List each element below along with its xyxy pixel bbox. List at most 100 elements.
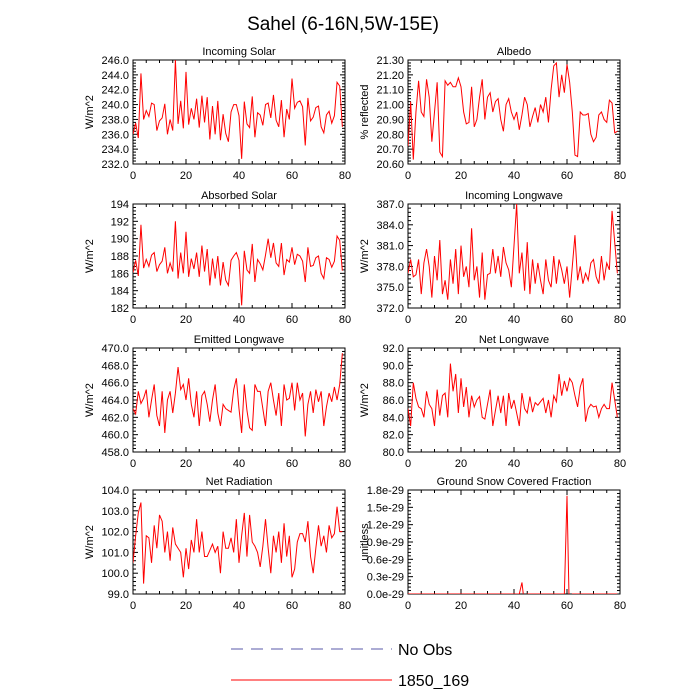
x-tick-label: 80	[614, 458, 626, 470]
plot-frame	[407, 203, 621, 309]
y-tick-label: 244.0	[101, 70, 129, 82]
x-tick-label: 20	[180, 314, 192, 326]
x-tick-label: 0	[405, 600, 411, 612]
y-axis-label: % reflected	[359, 84, 371, 139]
x-tick-label: 80	[339, 170, 351, 182]
y-tick-label: 20.80	[376, 129, 404, 141]
y-tick-label: 234.0	[101, 144, 129, 156]
y-tick-label: 470.0	[101, 343, 129, 355]
y-tick-label: 240.0	[101, 100, 129, 112]
y-tick-label: 462.0	[101, 412, 129, 424]
y-tick-label: 82.0	[383, 430, 404, 442]
panel-emitted-longwave: Emitted Longwave W/m^2 458.0 460.0 462.0 464.…	[84, 334, 351, 470]
x-tick-label: 60	[286, 458, 298, 470]
y-tick-label: 186	[111, 268, 129, 280]
y-tick-label: 378.0	[376, 261, 404, 273]
y-tick-label: 0.6e-29	[367, 554, 404, 566]
panel-net-longwave: Net Longwave W/m^2 80.0 82.0 84.0 86.0 88.0 90.…	[359, 334, 626, 470]
y-tick-label: 0.3e-29	[367, 572, 404, 584]
y-tick-label: 0.9e-29	[367, 537, 404, 549]
x-tick-label: 60	[561, 600, 573, 612]
series-line-1850-169	[133, 60, 343, 159]
y-tick-label: 84.0	[383, 412, 404, 424]
y-axis-label: W/m^2	[359, 239, 371, 273]
y-tick-label: 86.0	[383, 395, 404, 407]
x-tick-label: 0	[130, 458, 136, 470]
y-tick-label: 99.0	[108, 589, 129, 601]
x-tick-label: 20	[455, 170, 467, 182]
panel-net-radiation: Net Radiation W/m^2 99.0 100.0 101.0 102.0 103…	[84, 476, 351, 612]
x-tick-label: 20	[455, 458, 467, 470]
legend: No Obs 1850_169	[231, 642, 469, 690]
x-tick-label: 40	[233, 458, 245, 470]
x-tick-label: 80	[339, 458, 351, 470]
y-tick-label: 246.0	[101, 55, 129, 67]
y-tick-label: 21.20	[376, 70, 404, 82]
x-tick-label: 80	[614, 314, 626, 326]
panel-title: Incoming Solar	[202, 46, 276, 58]
y-tick-label: 238.0	[101, 114, 129, 126]
y-tick-label: 20.60	[376, 159, 404, 171]
y-tick-label: 80.0	[383, 447, 404, 459]
y-tick-label: 384.0	[376, 220, 404, 232]
x-tick-label: 0	[130, 600, 136, 612]
series-line-1850-169	[133, 353, 343, 437]
y-tick-label: 184	[111, 286, 129, 298]
x-tick-label: 0	[130, 314, 136, 326]
y-tick-label: 1.5e-29	[367, 502, 404, 514]
x-tick-label: 60	[561, 314, 573, 326]
x-tick-label: 80	[614, 600, 626, 612]
series-line-1850-169	[408, 204, 618, 300]
series-line-1850-169	[133, 221, 343, 306]
y-tick-label: 88.0	[383, 378, 404, 390]
y-tick-label: 468.0	[101, 360, 129, 372]
x-tick-label: 80	[339, 600, 351, 612]
y-tick-label: 1.8e-29	[367, 485, 404, 497]
panel-ground-snow-covered-fraction: Ground Snow Covered Fraction unitless 0.0e…	[359, 476, 626, 612]
series-line-1850-169	[133, 502, 343, 584]
y-tick-label: 232.0	[101, 159, 129, 171]
y-tick-label: 101.0	[101, 547, 129, 559]
x-tick-label: 60	[286, 600, 298, 612]
y-tick-label: 242.0	[101, 85, 129, 97]
x-tick-label: 0	[130, 170, 136, 182]
x-tick-label: 40	[233, 170, 245, 182]
panel-title: Incoming Longwave	[465, 190, 563, 202]
panel-albedo: Albedo % reflected 20.60 20.70 20.80 20.90 21.…	[359, 46, 626, 182]
y-tick-label: 194	[111, 199, 129, 211]
x-tick-label: 0	[405, 314, 411, 326]
y-tick-label: 0.0e-29	[367, 589, 404, 601]
x-tick-label: 40	[508, 314, 520, 326]
y-tick-label: 192	[111, 216, 129, 228]
panel-title: Emitted Longwave	[194, 334, 285, 346]
legend-label-no-obs: No Obs	[398, 642, 452, 659]
y-tick-label: 372.0	[376, 303, 404, 315]
x-tick-label: 20	[180, 170, 192, 182]
legend-label-1850-169: 1850_169	[398, 673, 469, 690]
y-tick-label: 381.0	[376, 241, 404, 253]
panel-title: Absorbed Solar	[201, 190, 277, 202]
x-tick-label: 40	[233, 600, 245, 612]
y-tick-label: 387.0	[376, 199, 404, 211]
y-tick-label: 103.0	[101, 506, 129, 518]
y-axis-label: W/m^2	[84, 95, 96, 129]
y-axis-label: unitless	[359, 523, 371, 561]
panel-incoming-solar: Incoming Solar W/m^2 232.0 234.0 236.0 238.0 2…	[84, 46, 351, 182]
y-tick-label: 102.0	[101, 527, 129, 539]
y-axis-label: W/m^2	[84, 239, 96, 273]
y-tick-label: 466.0	[101, 378, 129, 390]
plot-frame	[407, 489, 621, 595]
y-tick-label: 92.0	[383, 343, 404, 355]
panel-title: Albedo	[497, 46, 531, 58]
y-tick-label: 104.0	[101, 485, 129, 497]
y-tick-label: 100.0	[101, 568, 129, 580]
y-tick-label: 20.70	[376, 144, 404, 156]
y-tick-label: 90.0	[383, 360, 404, 372]
y-tick-label: 1.2e-29	[367, 520, 404, 532]
panel-title: Net Longwave	[479, 334, 549, 346]
plot-frame	[132, 203, 346, 309]
x-tick-label: 40	[508, 600, 520, 612]
y-tick-label: 21.10	[376, 85, 404, 97]
y-tick-label: 20.90	[376, 114, 404, 126]
